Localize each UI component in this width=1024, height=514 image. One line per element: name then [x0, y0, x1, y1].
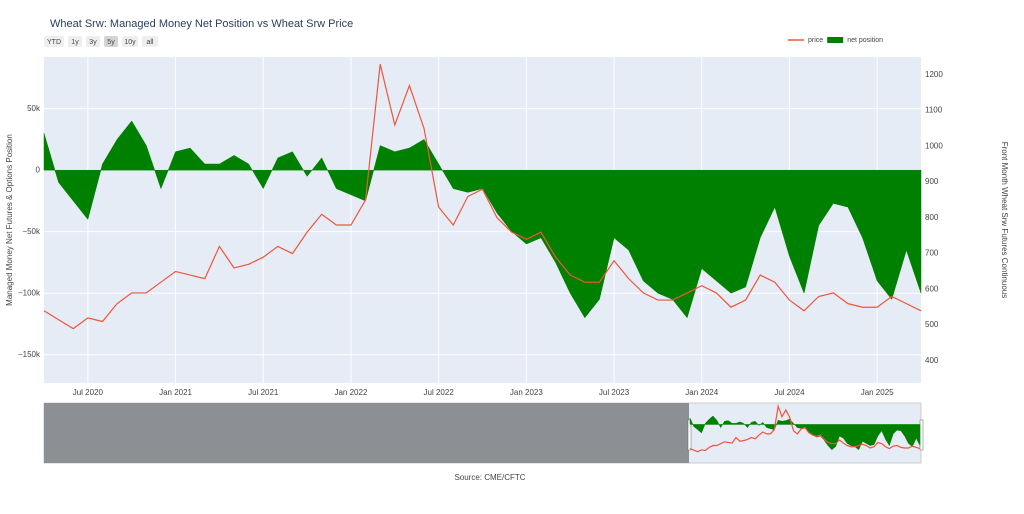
y-tick-label: −100k	[18, 288, 41, 297]
y-tick-label: −50k	[22, 227, 41, 236]
y-tick-label: 0	[36, 165, 41, 174]
legend-label: price	[808, 37, 823, 44]
y2-tick-label: 1100	[925, 106, 943, 115]
plot-area	[44, 57, 921, 383]
x-tick-label: Jul 2020	[73, 388, 104, 397]
x-tick-label: Jul 2023	[599, 388, 630, 397]
y2-tick-label: 800	[925, 213, 939, 222]
y2-tick-label: 400	[925, 356, 939, 365]
area	[43, 120, 922, 319]
x-tick-label: Jan 2021	[159, 388, 192, 397]
y2-tick-label: 1200	[925, 70, 943, 79]
x-tick-label: Jan 2023	[510, 388, 543, 397]
x-tick-label: Jul 2024	[774, 388, 805, 397]
range-slider-mask	[44, 403, 689, 463]
range-button[interactable]	[68, 36, 82, 47]
y2-tick-label: 500	[925, 320, 939, 329]
x-tick-label: Jan 2025	[861, 388, 894, 397]
range-button-label: 3y	[89, 39, 97, 46]
range-handle[interactable]	[687, 419, 692, 451]
y-axis-title: Managed Money Net Futures & Options Posi…	[5, 134, 14, 306]
y-tick-label: −150k	[18, 350, 41, 359]
range-button-label: 5y	[107, 39, 115, 46]
legend-label: net position	[847, 37, 883, 44]
line	[43, 64, 922, 330]
y2-tick-label: 600	[925, 284, 939, 293]
legend-swatch	[827, 37, 844, 43]
y-tick-label: 50k	[27, 104, 41, 113]
range-button-label: 10y	[124, 39, 136, 46]
x-tick-label: Jul 2022	[424, 388, 455, 397]
y2-axis-title: Front Month Wheat Srw Futures Continuous	[1000, 142, 1009, 299]
range-handle[interactable]	[919, 419, 924, 451]
x-tick-label: Jan 2024	[685, 388, 718, 397]
y2-tick-label: 700	[925, 249, 939, 258]
source: Source: CME/CFTC	[454, 473, 525, 482]
x-tick-label: Jul 2021	[248, 388, 279, 397]
range-button[interactable]	[44, 36, 64, 47]
range-button[interactable]	[142, 36, 158, 47]
range-button[interactable]	[104, 36, 118, 47]
y2-tick-label: 1000	[925, 141, 943, 150]
range-button[interactable]	[86, 36, 100, 47]
range-button-label: YTD	[47, 39, 61, 46]
range-button-label: 1y	[71, 39, 79, 46]
chart-title: Wheat Srw: Managed Money Net Position vs…	[50, 18, 353, 30]
range-button-label: all	[146, 39, 153, 46]
mini-line	[689, 403, 921, 453]
range-button[interactable]	[122, 36, 138, 47]
y2-tick-label: 900	[925, 177, 939, 186]
x-tick-label: Jan 2022	[334, 388, 367, 397]
